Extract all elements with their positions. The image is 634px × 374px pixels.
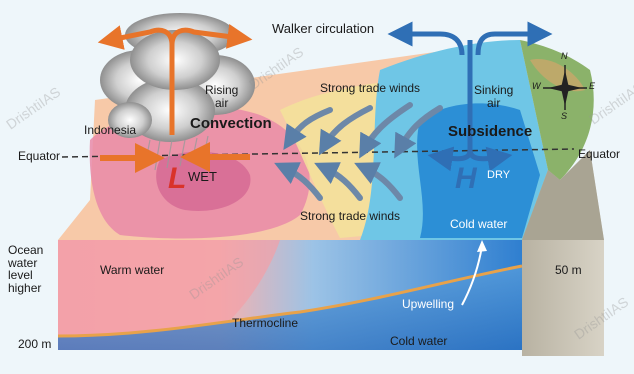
depth-50m-label: 50 m: [555, 263, 582, 277]
cold-water-deep-label: Cold water: [390, 334, 448, 348]
high-pressure-label: H: [455, 162, 477, 195]
equator-left-label: Equator: [18, 149, 61, 163]
low-pressure-label: L: [168, 162, 187, 195]
walker-rising-arrows: [97, 23, 253, 173]
equator-right-label: Equator: [578, 147, 621, 161]
wet-label: WET: [188, 169, 217, 184]
compass-n-label: N: [561, 51, 568, 61]
depth-200m-label: 200 m: [18, 337, 52, 351]
upwelling-arrow: [461, 245, 483, 306]
rising-air-label: Rising air: [205, 83, 239, 110]
upwelling-label: Upwelling: [402, 297, 455, 311]
convection-label: Convection: [190, 115, 272, 132]
thermocline-label: Thermocline: [232, 316, 299, 330]
subsidence-label: Subsidence: [448, 123, 533, 140]
compass-e-label: E: [589, 81, 596, 91]
compass-rose: [543, 65, 587, 110]
strong-trade-winds-bottom-label: Strong trade winds: [300, 209, 401, 223]
upwelling-arrowhead: [477, 240, 487, 252]
walker-sinking-arrows: [387, 21, 553, 172]
storm-cloud: [100, 13, 255, 171]
indonesia-label: Indonesia: [84, 123, 137, 137]
strong-trade-winds-top-label: Strong trade winds: [320, 81, 421, 95]
walker-circulation-label: Walker circulation: [272, 21, 375, 36]
cold-water-surface-label: Cold water: [450, 217, 508, 231]
compass-s-label: S: [561, 111, 568, 121]
ocean-water-level-label: Ocean water level higher: [8, 243, 44, 295]
trade-winds-lower: [274, 162, 403, 201]
compass-w-label: W: [532, 81, 541, 91]
thermocline-line: [57, 264, 523, 338]
warm-water-label: Warm water: [100, 263, 165, 277]
sinking-air-label: Sinking air: [474, 83, 514, 110]
dry-label: DRY: [487, 169, 511, 181]
trade-winds-upper: [283, 102, 443, 159]
